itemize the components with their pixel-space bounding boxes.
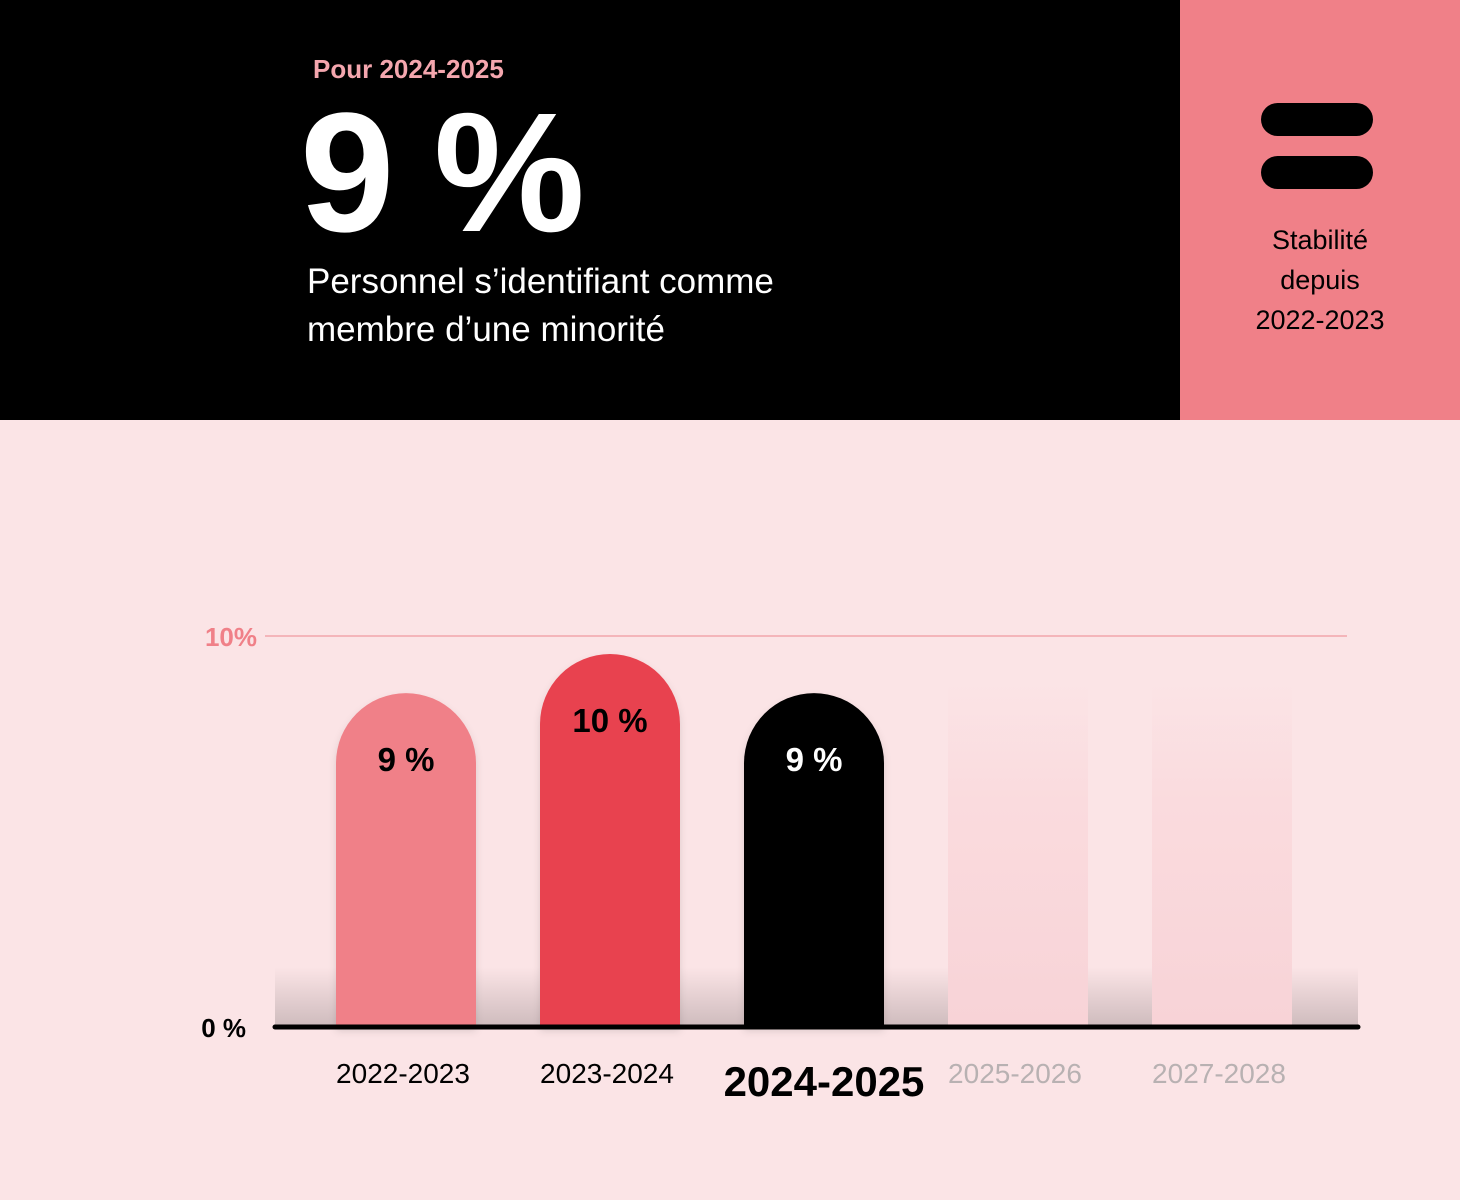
year-label: Pour 2024-2025 [313,54,504,84]
x-tick-label-2023-2024: 2023-2024 [540,1058,674,1089]
trend-line-1: Stabilité [1271,225,1369,255]
header-panel: Pour 2024-2025 9 % Personnel s’identifia… [0,0,1180,420]
trend-panel: Stabilité depuis 2022-2023 [1180,0,1460,420]
bar-2022-2023 [336,693,476,1027]
bar-placeholder-2027-2028 [1152,680,1292,1027]
trend-line-2: depuis [1280,265,1360,295]
bar-2023-2024 [540,654,680,1027]
x-tick-label-2027-2028: 2027-2028 [1152,1058,1286,1089]
headline-description: Personnel s’identifiant comme membre d’u… [307,262,774,349]
bar-value-label-2024-2025: 9 % [786,741,843,778]
x-tick-label-2022-2023: 2022-2023 [336,1058,470,1089]
y-tick-label-0: 0 % [201,1013,246,1043]
bar-value-label-2022-2023: 9 % [378,741,435,778]
trend-line-3: 2022-2023 [1255,305,1385,335]
bar-2024-2025 [744,693,884,1027]
headline-value: 9 % [300,78,585,268]
trend-text: Stabilité depuis 2022-2023 [1180,220,1460,340]
x-tick-label-2024-2025: 2024-2025 [724,1058,925,1105]
x-tick-label-2025-2026: 2025-2026 [948,1058,1082,1089]
bar-value-label-2023-2024: 10 % [572,702,647,739]
bar-placeholder-2025-2026 [948,680,1088,1027]
y-tick-label-10: 10% [205,622,257,652]
